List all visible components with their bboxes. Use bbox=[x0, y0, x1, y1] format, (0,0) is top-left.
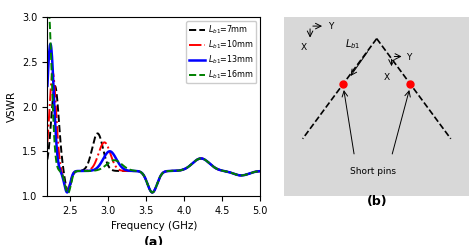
$L_{b1}$=7mm bbox=[257, 170, 263, 173]
$L_{b1}$=10mm bbox=[82, 169, 88, 172]
$L_{b1}$=10mm bbox=[141, 174, 147, 177]
$L_{b1}$=16mm bbox=[206, 161, 211, 164]
$L_{b1}$=13mm bbox=[206, 161, 211, 164]
$L_{b1}$=10mm bbox=[45, 141, 50, 144]
$L_{b1}$=7mm bbox=[187, 164, 193, 167]
$L_{b1}$=13mm bbox=[45, 84, 50, 87]
Text: Y: Y bbox=[406, 53, 412, 62]
$L_{b1}$=7mm bbox=[52, 85, 58, 87]
$L_{b1}$=7mm bbox=[206, 161, 211, 164]
Text: Short pins: Short pins bbox=[350, 167, 396, 176]
$L_{b1}$=7mm bbox=[100, 145, 105, 148]
$L_{b1}$=10mm bbox=[257, 170, 263, 173]
$L_{b1}$=13mm bbox=[171, 170, 176, 172]
Line: $L_{b1}$=7mm: $L_{b1}$=7mm bbox=[47, 86, 260, 192]
Text: Y: Y bbox=[328, 23, 333, 32]
$L_{b1}$=10mm bbox=[149, 191, 155, 194]
$L_{b1}$=7mm bbox=[171, 170, 176, 172]
$L_{b1}$=16mm bbox=[187, 164, 193, 167]
X-axis label: Frequency (GHz): Frequency (GHz) bbox=[110, 221, 197, 231]
Y-axis label: VSWR: VSWR bbox=[7, 91, 17, 122]
$L_{b1}$=16mm bbox=[171, 170, 176, 172]
$L_{b1}$=16mm bbox=[257, 170, 263, 173]
Legend: $L_{b1}$=7mm, $L_{b1}$=10mm, $L_{b1}$=13mm, $L_{b1}$=16mm: $L_{b1}$=7mm, $L_{b1}$=10mm, $L_{b1}$=13… bbox=[186, 21, 256, 83]
$L_{b1}$=16mm bbox=[100, 166, 106, 169]
Text: X: X bbox=[301, 43, 307, 52]
$L_{b1}$=7mm bbox=[82, 167, 88, 170]
$L_{b1}$=10mm bbox=[206, 161, 211, 164]
Text: (a): (a) bbox=[144, 236, 164, 245]
$L_{b1}$=13mm bbox=[187, 164, 193, 167]
$L_{b1}$=13mm bbox=[149, 191, 155, 194]
$L_{b1}$=7mm bbox=[45, 158, 50, 161]
$L_{b1}$=16mm bbox=[45, 4, 51, 7]
Line: $L_{b1}$=16mm: $L_{b1}$=16mm bbox=[47, 6, 260, 193]
Text: X: X bbox=[383, 73, 390, 82]
Text: (b): (b) bbox=[366, 195, 387, 208]
$L_{b1}$=16mm bbox=[65, 192, 71, 195]
$L_{b1}$=16mm bbox=[45, 8, 50, 11]
$L_{b1}$=10mm bbox=[171, 170, 176, 172]
$L_{b1}$=10mm bbox=[100, 142, 105, 145]
$L_{b1}$=16mm bbox=[83, 170, 89, 172]
$L_{b1}$=16mm bbox=[142, 175, 147, 178]
$L_{b1}$=13mm bbox=[82, 170, 88, 172]
$L_{b1}$=10mm bbox=[187, 164, 193, 167]
Line: $L_{b1}$=10mm: $L_{b1}$=10mm bbox=[47, 73, 260, 192]
$L_{b1}$=7mm bbox=[149, 191, 155, 194]
$L_{b1}$=13mm bbox=[141, 174, 147, 177]
$L_{b1}$=10mm bbox=[50, 71, 55, 74]
$L_{b1}$=13mm bbox=[48, 43, 54, 46]
$L_{b1}$=7mm bbox=[141, 174, 147, 177]
Line: $L_{b1}$=13mm: $L_{b1}$=13mm bbox=[47, 44, 260, 192]
$L_{b1}$=13mm bbox=[100, 159, 105, 162]
Text: $L_{b1}$: $L_{b1}$ bbox=[345, 37, 361, 51]
$L_{b1}$=13mm bbox=[257, 170, 263, 173]
